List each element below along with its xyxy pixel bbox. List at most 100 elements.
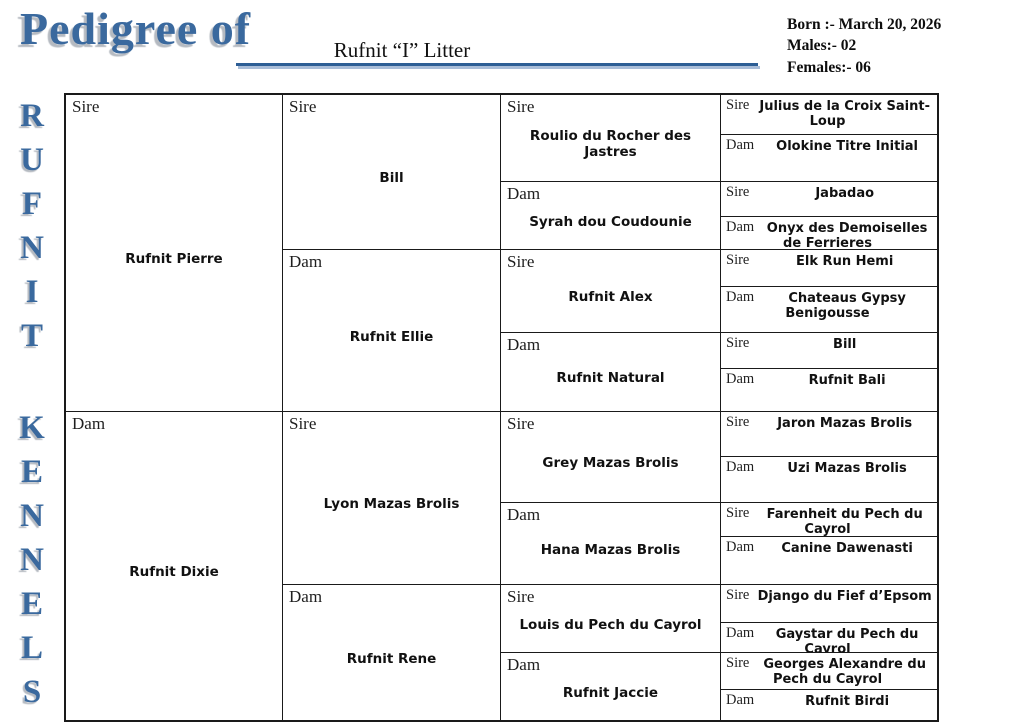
pedigree-cell-gen1-dam: Dam Rufnit Dixie — [66, 412, 283, 720]
kennel-letter: N — [20, 498, 44, 534]
role-label: Sire — [726, 97, 750, 113]
pedigree-cell-gen4-15: Sire Georges Alexandre du Pech du Cayrol — [721, 653, 937, 690]
dog-name: Roulio du Rocher des Jastres — [529, 128, 692, 160]
dog-name: Rufnit Rene — [346, 650, 437, 667]
pedigree-cell-gen4-12: Dam Canine Dawenasti — [721, 537, 937, 585]
role-label: Dam — [726, 692, 755, 708]
pedigree-cell-gen3-6: Dam Hana Mazas Brolis — [501, 503, 721, 585]
role-label: Dam — [726, 625, 755, 641]
role-label: Dam — [507, 655, 541, 674]
dog-name: Lyon Mazas Brolis — [323, 496, 460, 512]
role-label: Dam — [726, 371, 755, 387]
pedigree-cell-gen4-3: Sire Jabadao — [721, 182, 937, 217]
dog-name: Bill — [379, 170, 404, 186]
dog-name: Canine Dawenasti — [781, 541, 913, 556]
kennel-letter: S — [22, 674, 42, 710]
litter-info: Born :- March 20, 2026 Males:- 02 Female… — [787, 14, 941, 78]
dog-name: Louis du Pech du Cayrol — [519, 616, 702, 633]
dog-name: Rufnit Natural — [556, 370, 665, 386]
dog-name: Syrah dou Coudounie — [529, 213, 692, 230]
dog-name: Olokine Titre Initial — [776, 139, 919, 154]
role-label: Sire — [72, 97, 100, 116]
pedigree-cell-gen2-dam-2: Dam Rufnit Rene — [283, 585, 501, 720]
role-label: Dam — [726, 459, 755, 475]
dog-name: Rufnit Bali — [808, 373, 886, 388]
dog-name: Uzi Mazas Brolis — [787, 461, 907, 476]
dog-name: Jabadao — [815, 186, 875, 201]
males-count: Males:- 02 — [787, 37, 857, 55]
kennel-letter: T — [20, 318, 43, 354]
role-label: Sire — [726, 252, 750, 268]
pedigree-cell-gen4-8: Dam Rufnit Bali — [721, 369, 937, 412]
pedigree-cell-gen3-1: Sire Roulio du Rocher des Jastres — [501, 95, 721, 182]
pedigree-table: Sire Rufnit Pierre Dam Rufnit Dixie Sire… — [64, 93, 939, 722]
kennel-letter: I — [25, 274, 39, 310]
role-label: Sire — [507, 414, 535, 433]
pedigree-cell-gen4-11: Sire Farenheit du Pech du Cayrol — [721, 503, 937, 537]
role-label: Sire — [726, 335, 750, 351]
role-label: Sire — [507, 587, 535, 606]
dog-name: Grey Mazas Brolis — [542, 455, 679, 471]
pedigree-cell-gen4-16: Dam Rufnit Birdi — [721, 690, 937, 720]
role-label: Dam — [289, 587, 323, 606]
role-label: Sire — [726, 505, 750, 521]
dog-name: Rufnit Birdi — [805, 694, 890, 709]
role-label: Dam — [726, 137, 755, 153]
kennel-letter: E — [20, 586, 43, 622]
kennel-letter: E — [20, 454, 43, 490]
kennel-letter: L — [20, 630, 43, 666]
pedigree-cell-gen4-14: Dam Gaystar du Pech du Cayrol — [721, 623, 937, 653]
pedigree-cell-gen4-5: Sire Elk Run Hemi — [721, 250, 937, 287]
role-label: Dam — [726, 289, 755, 305]
role-label: Dam — [289, 252, 323, 271]
kennel-letter: N — [20, 542, 44, 578]
role-label: Sire — [726, 184, 750, 200]
role-label: Dam — [507, 505, 541, 524]
role-label: Dam — [726, 539, 755, 555]
pedigree-cell-gen4-1: Sire Julius de la Croix Saint-Loup — [721, 95, 937, 135]
pedigree-cell-gen4-13: Sire Django du Fief d’Epsom — [721, 585, 937, 623]
pedigree-cell-gen4-7: Sire Bill — [721, 333, 937, 369]
title-underline — [236, 63, 758, 66]
dog-name: Farenheit du Pech du Cayrol — [766, 507, 923, 537]
pedigree-cell-gen4-6: Dam Chateaus Gypsy Benigousse — [721, 287, 937, 333]
role-label: Sire — [507, 252, 535, 271]
kennel-letter: K — [19, 410, 45, 446]
pedigree-cell-gen3-2: Dam Syrah dou Coudounie — [501, 182, 721, 250]
role-label: Sire — [726, 587, 750, 603]
dog-name: Rufnit Jaccie — [562, 684, 659, 701]
role-label: Dam — [726, 219, 755, 235]
kennel-letter: F — [21, 186, 43, 222]
dog-name: Georges Alexandre du Pech du Cayrol — [763, 657, 926, 688]
dog-name: Julius de la Croix Saint-Loup — [759, 99, 930, 130]
females-count: Females:- 06 — [787, 58, 871, 76]
dog-name: Jaron Mazas Brolis — [777, 416, 913, 431]
litter-name: Rufnit “I” Litter — [333, 38, 471, 62]
pedigree-cell-gen3-5: Sire Grey Mazas Brolis — [501, 412, 721, 503]
pedigree-cell-gen4-4: Dam Onyx des Demoiselles de Ferrieres — [721, 217, 937, 250]
dog-name: Gaystar du Pech du Cayrol — [775, 627, 919, 653]
pedigree-cell-gen2-sire-1: Sire Bill — [283, 95, 501, 250]
dog-name: Bill — [833, 337, 857, 352]
pedigree-cell-gen3-8: Dam Rufnit Jaccie — [501, 653, 721, 720]
role-label: Dam — [72, 414, 106, 433]
dog-name: Onyx des Demoiselles de Ferrieres — [766, 221, 928, 250]
kennel-name-vertical: R U F N I T K E N N E L S — [10, 94, 54, 714]
dog-name: Rufnit Dixie — [129, 564, 219, 580]
pedigree-cell-gen3-7: Sire Louis du Pech du Cayrol — [501, 585, 721, 653]
page-title: Pedigree of — [20, 3, 252, 54]
role-label: Dam — [507, 335, 541, 354]
kennel-letter: R — [20, 98, 44, 134]
role-label: Sire — [289, 414, 317, 433]
dog-name: Chateaus Gypsy Benigousse — [785, 291, 906, 322]
pedigree-cell-gen4-2: Dam Olokine Titre Initial — [721, 135, 937, 182]
pedigree-cell-gen4-10: Dam Uzi Mazas Brolis — [721, 457, 937, 503]
dog-name: Rufnit Ellie — [349, 328, 434, 345]
role-label: Sire — [289, 97, 317, 116]
kennel-letter: U — [20, 142, 44, 178]
dog-name: Elk Run Hemi — [796, 254, 894, 269]
born-date: Born :- March 20, 2026 — [787, 16, 942, 33]
dog-name: Hana Mazas Brolis — [540, 541, 681, 558]
role-label: Sire — [726, 655, 750, 671]
